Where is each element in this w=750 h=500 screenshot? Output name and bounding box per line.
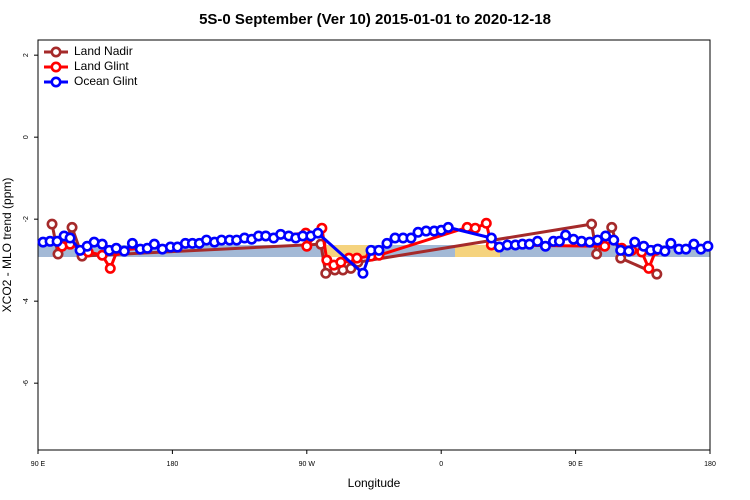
data-point <box>643 262 655 274</box>
data-point <box>592 234 604 246</box>
data-point <box>96 249 108 261</box>
data-point <box>599 240 611 252</box>
chart-title: 5S-0 September (Ver 10) 2015-01-01 to 20… <box>199 11 551 28</box>
data-point <box>321 254 333 266</box>
x-tick-label: 90 E <box>568 461 583 468</box>
data-point <box>405 232 417 244</box>
data-point <box>51 235 63 247</box>
legend-label: Land Glint <box>74 59 129 73</box>
x-tick-label: 0 <box>439 461 443 468</box>
data-point <box>46 218 58 230</box>
x-tick-label: 90 E <box>31 461 46 468</box>
data-point <box>118 245 130 257</box>
data-point <box>320 267 332 279</box>
data-point <box>66 221 78 233</box>
data-point <box>591 248 603 260</box>
data-point <box>480 217 492 229</box>
data-point <box>148 238 160 250</box>
data-point <box>651 268 663 280</box>
x-tick-label: 180 <box>167 461 179 468</box>
data-point <box>688 238 700 250</box>
y-tick-label: 2 <box>23 53 30 57</box>
data-point <box>702 240 714 252</box>
data-point <box>560 229 572 241</box>
data-point <box>608 234 620 246</box>
y-tick-label: -2 <box>23 216 30 222</box>
legend-marker <box>50 76 62 88</box>
data-point <box>606 221 618 233</box>
data-point <box>586 218 598 230</box>
data-point <box>665 237 677 249</box>
x-tick-label: 90 W <box>299 461 316 468</box>
data-point <box>312 227 324 239</box>
data-point <box>373 244 385 256</box>
data-point <box>351 252 363 264</box>
data-point <box>335 256 347 268</box>
y-axis-label: XCO2 - MLO trend (ppm) <box>0 178 14 313</box>
y-tick-label: -6 <box>23 380 30 386</box>
data-point <box>629 236 641 248</box>
legend-label: Ocean Glint <box>74 74 138 88</box>
data-point <box>623 245 635 257</box>
data-point <box>301 240 313 252</box>
data-point <box>532 235 544 247</box>
legend-marker <box>50 46 62 58</box>
data-point <box>539 240 551 252</box>
legend-label: Land Nadir <box>74 44 133 58</box>
data-point <box>357 267 369 279</box>
data-point <box>381 237 393 249</box>
data-point <box>104 262 116 274</box>
data-point <box>659 245 671 257</box>
data-point <box>126 237 138 249</box>
y-tick-label: -4 <box>23 298 30 304</box>
x-tick-label: 180 <box>704 461 716 468</box>
data-point <box>96 238 108 250</box>
y-tick-label: 0 <box>23 135 30 139</box>
data-point <box>600 230 612 242</box>
data-point <box>485 232 497 244</box>
data-point <box>64 232 76 244</box>
x-axis-label: Longitude <box>348 476 401 490</box>
data-point <box>553 235 565 247</box>
data-point <box>442 221 454 233</box>
data-point <box>469 222 481 234</box>
legend-marker <box>50 61 62 73</box>
data-point <box>680 243 692 255</box>
